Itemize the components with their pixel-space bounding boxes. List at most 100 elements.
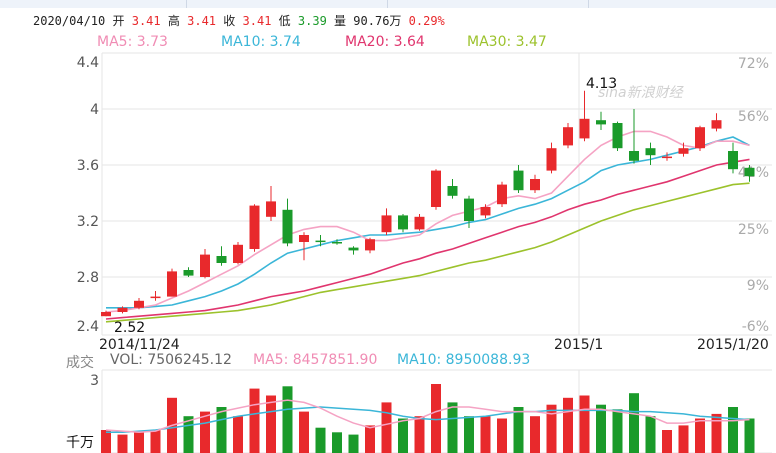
- candle-body: [744, 167, 755, 177]
- top-tab-strip: [0, 0, 776, 8]
- close-value: 3.41: [242, 14, 272, 28]
- volume-bar: [711, 413, 722, 453]
- ma30-line: [105, 182, 750, 323]
- volume-bar: [728, 407, 738, 453]
- vol-ma5: MA5: 8457851.90: [253, 352, 378, 368]
- change-percent: 0.29%: [408, 14, 445, 28]
- candle-body: [299, 235, 309, 242]
- candle-body: [596, 120, 606, 125]
- candle-body: [497, 184, 507, 205]
- price-tick: 4: [90, 102, 99, 118]
- candle-body: [563, 127, 573, 146]
- volume-bar: [134, 432, 144, 453]
- candle-body: [513, 170, 524, 191]
- volume-value: 90.76万: [353, 14, 402, 28]
- volume-bar: [299, 411, 309, 453]
- candle-body: [612, 123, 623, 149]
- vol-ma10-line: [106, 406, 750, 434]
- low-label: 低: [278, 14, 291, 28]
- candle-body: [101, 312, 111, 317]
- candle-body: [249, 205, 260, 249]
- candle-body: [167, 271, 177, 297]
- price-tick: 2.8: [77, 270, 99, 286]
- open-value: 3.41: [131, 14, 161, 28]
- high-value: 3.41: [187, 14, 217, 28]
- volume-bar: [315, 427, 326, 453]
- volume-bar: [266, 395, 276, 453]
- volume-bar: [249, 388, 260, 453]
- candle-body: [579, 118, 590, 139]
- candle-body: [414, 216, 425, 230]
- volume-bar: [381, 402, 392, 453]
- volume-bar: [150, 430, 161, 453]
- volume-bar: [579, 395, 590, 453]
- candle-body: [233, 244, 243, 263]
- percent-tick: 9%: [747, 278, 769, 294]
- candle-body: [447, 186, 458, 196]
- candle-body: [282, 209, 293, 244]
- price-tick: 3.6: [77, 158, 99, 174]
- vol-ma5-line: [105, 399, 750, 434]
- volume-bar: [695, 418, 705, 453]
- volume-bar: [332, 432, 342, 453]
- candle-body: [348, 247, 359, 251]
- volume-bar: [612, 409, 623, 453]
- volume-title: 成交: [66, 355, 94, 371]
- tab-strip-segment[interactable]: [0, 0, 187, 8]
- tab-strip-segment[interactable]: [187, 0, 388, 8]
- volume-bar: [744, 418, 755, 453]
- volume-bar: [447, 402, 458, 453]
- candle-body: [365, 239, 375, 251]
- quote-date: 2020/04/10: [33, 14, 106, 28]
- volume-ma-lines: [105, 399, 750, 434]
- volume-bar: [530, 416, 540, 453]
- volume-bar: [563, 397, 573, 453]
- price-axis: 4.4 4 3.6 3.2 2.8 2.4: [77, 55, 99, 335]
- volume-bar: [497, 418, 507, 453]
- volume-bar: [365, 425, 375, 453]
- percent-tick: 25%: [738, 222, 769, 238]
- candle-body: [629, 151, 639, 161]
- candle-body: [678, 148, 689, 154]
- price-tick: 2.4: [77, 319, 99, 335]
- candle-body: [134, 300, 144, 308]
- volume-bar: [398, 418, 408, 453]
- candle-body: [266, 201, 276, 217]
- candle-body: [480, 207, 491, 216]
- volume-top-tick: 3: [90, 373, 99, 389]
- volume-bar: [678, 425, 689, 453]
- percent-tick: 72%: [738, 56, 769, 72]
- ma10-legend: MA10: 3.74: [221, 34, 301, 50]
- date-label: 2015/1/20: [697, 337, 769, 353]
- candle-body: [398, 215, 408, 230]
- ma-lines: [105, 130, 750, 323]
- ma5-legend: MA5: 3.73: [97, 34, 168, 50]
- percent-tick: -6%: [742, 319, 769, 335]
- date-axis: 2014/11/24 2015/1 2015/1/20: [99, 337, 769, 353]
- volume-bar: [662, 430, 672, 453]
- ma20-line: [105, 158, 750, 320]
- volume-bar: [629, 393, 639, 453]
- candle-body: [546, 148, 557, 171]
- candle-body: [150, 296, 161, 299]
- candle-body: [183, 270, 194, 276]
- date-label: 2015/1: [554, 337, 603, 353]
- volume-bar: [513, 407, 524, 453]
- volume-bar: [414, 416, 425, 453]
- candle-body: [530, 179, 540, 191]
- ma20-legend: MA20: 3.64: [345, 34, 425, 50]
- tab-strip-segment[interactable]: [388, 0, 589, 8]
- ma30-legend: MA30: 3.47: [467, 34, 547, 50]
- volume-bar: [216, 407, 227, 453]
- low-value: 3.39: [297, 14, 327, 28]
- volume-bar: [546, 404, 557, 453]
- volume-bar: [431, 384, 441, 453]
- volume-bar: [645, 416, 656, 453]
- candle-body: [464, 198, 474, 221]
- percent-axis: 72% 56% 41% 25% 9% -6%: [738, 56, 769, 335]
- candle-body: [332, 242, 342, 244]
- candle-body: [662, 156, 672, 159]
- open-label: 开: [112, 14, 125, 28]
- volume-unit: 千万: [66, 435, 94, 451]
